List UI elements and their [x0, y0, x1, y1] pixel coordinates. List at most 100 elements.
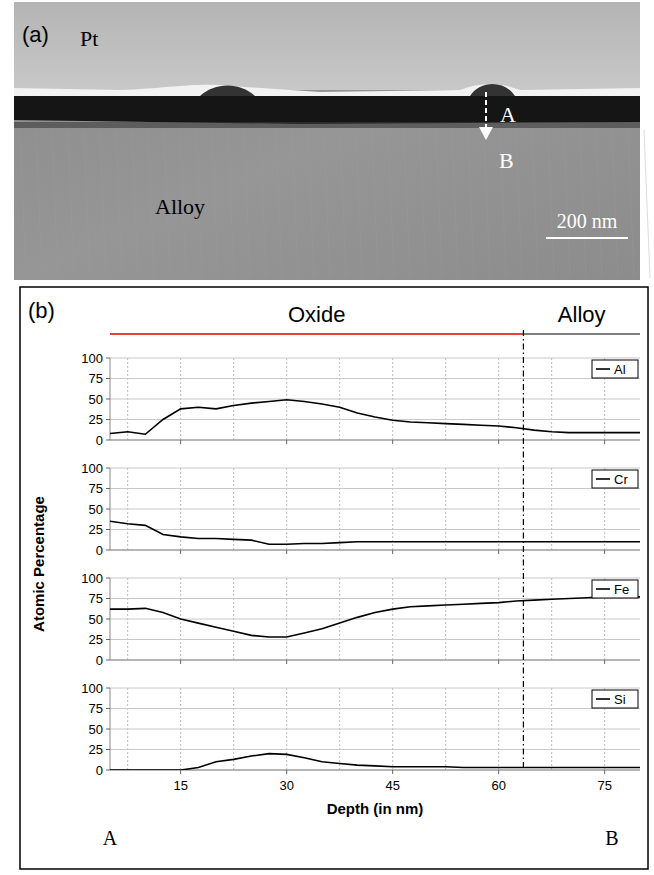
end-label: B — [605, 827, 618, 849]
tick — [604, 660, 605, 664]
grid-line — [110, 399, 640, 400]
texture — [356, 130, 362, 278]
tick — [106, 688, 110, 689]
texture — [484, 130, 490, 278]
x-tick-label: 15 — [173, 778, 187, 793]
texture — [452, 130, 458, 278]
tick — [106, 598, 110, 599]
texture — [436, 130, 442, 278]
y-tick-label: 25 — [89, 632, 103, 647]
tick — [286, 660, 287, 664]
subplot: 0255075100Fe — [81, 571, 640, 668]
tick — [106, 529, 110, 530]
legend-box — [592, 580, 638, 598]
x-axis-title: Depth (in nm) — [327, 800, 424, 817]
profile-line — [110, 400, 640, 434]
texture — [340, 130, 346, 278]
grid-line — [110, 770, 640, 771]
texture — [68, 130, 74, 278]
point-label: A — [500, 102, 516, 127]
y-tick-label: 0 — [96, 653, 103, 668]
x-axis — [110, 660, 640, 661]
y-tick-label: 25 — [89, 522, 103, 537]
grid-line — [110, 660, 640, 661]
texture — [564, 130, 570, 278]
subplot: 0255075100Cr — [81, 461, 640, 558]
y-tick-label: 100 — [81, 681, 103, 696]
texture — [628, 130, 634, 278]
grid-line — [110, 440, 640, 441]
boundary-line — [523, 330, 524, 770]
y-tick-label: 50 — [89, 502, 103, 517]
scale-bar — [546, 237, 628, 239]
layer-label: Alloy — [155, 194, 205, 219]
micrograph: (a)PtAlloyAB200 nm — [14, 2, 650, 280]
oxide-edge — [14, 122, 640, 128]
texture — [52, 130, 58, 278]
alloy-region — [14, 2, 640, 280]
probe-arrow — [485, 92, 487, 128]
tick — [392, 660, 393, 664]
legend-label: Al — [614, 362, 626, 377]
interface-bright — [14, 84, 640, 96]
y-tick-label: 50 — [89, 392, 103, 407]
grid-line — [110, 358, 640, 359]
oxide-layer — [14, 96, 640, 124]
tick — [604, 440, 605, 444]
y-axis-title: Atomic Percentage — [30, 496, 47, 632]
grid-line — [110, 708, 640, 709]
layer-label: Pt — [80, 26, 98, 51]
plot-area — [110, 400, 640, 434]
texture — [580, 130, 586, 278]
texture — [244, 130, 250, 278]
texture — [276, 130, 282, 278]
oxide-bump — [200, 84, 515, 96]
plot-area — [110, 521, 640, 544]
grid-line — [110, 639, 640, 640]
panel-label: (a) — [22, 22, 49, 47]
tick — [286, 440, 287, 444]
texture — [260, 130, 266, 278]
texture — [468, 130, 474, 278]
legend-label: Cr — [614, 472, 628, 487]
subplot: 0255075100Al — [81, 351, 640, 448]
texture — [116, 130, 122, 278]
y-tick-label: 0 — [96, 543, 103, 558]
legend-line — [596, 588, 610, 590]
texture — [132, 130, 138, 278]
legend-line — [596, 698, 610, 700]
grid-line — [110, 578, 640, 579]
texture — [596, 130, 602, 278]
legend-label: Fe — [614, 582, 629, 597]
tick — [106, 578, 110, 579]
plot-area — [110, 597, 640, 637]
grid-line — [110, 468, 640, 469]
y-tick-label: 75 — [89, 701, 103, 716]
y-tick-label: 25 — [89, 412, 103, 427]
profile-line — [110, 597, 640, 637]
texture — [84, 130, 90, 278]
tick — [106, 708, 110, 709]
profile-line — [110, 754, 640, 770]
profile-line — [110, 521, 640, 544]
tick — [106, 488, 110, 489]
pt-region — [14, 2, 640, 90]
grid-line — [110, 488, 640, 489]
x-tick-label: 60 — [491, 778, 505, 793]
legend-line — [596, 478, 610, 480]
texture — [100, 130, 106, 278]
figure: (a)PtAlloyAB200 nm(b)OxideAlloy025507510… — [0, 0, 654, 875]
tick — [106, 399, 110, 400]
tick — [180, 770, 181, 774]
tick — [498, 440, 499, 444]
texture — [324, 130, 330, 278]
texture — [308, 130, 314, 278]
panel-frame — [20, 287, 648, 869]
region-label: Alloy — [558, 302, 606, 327]
tick — [392, 440, 393, 444]
x-tick-label: 75 — [597, 778, 611, 793]
texture — [612, 130, 618, 278]
x-tick-label: 30 — [279, 778, 293, 793]
grid-line — [110, 688, 640, 689]
tick — [604, 550, 605, 554]
